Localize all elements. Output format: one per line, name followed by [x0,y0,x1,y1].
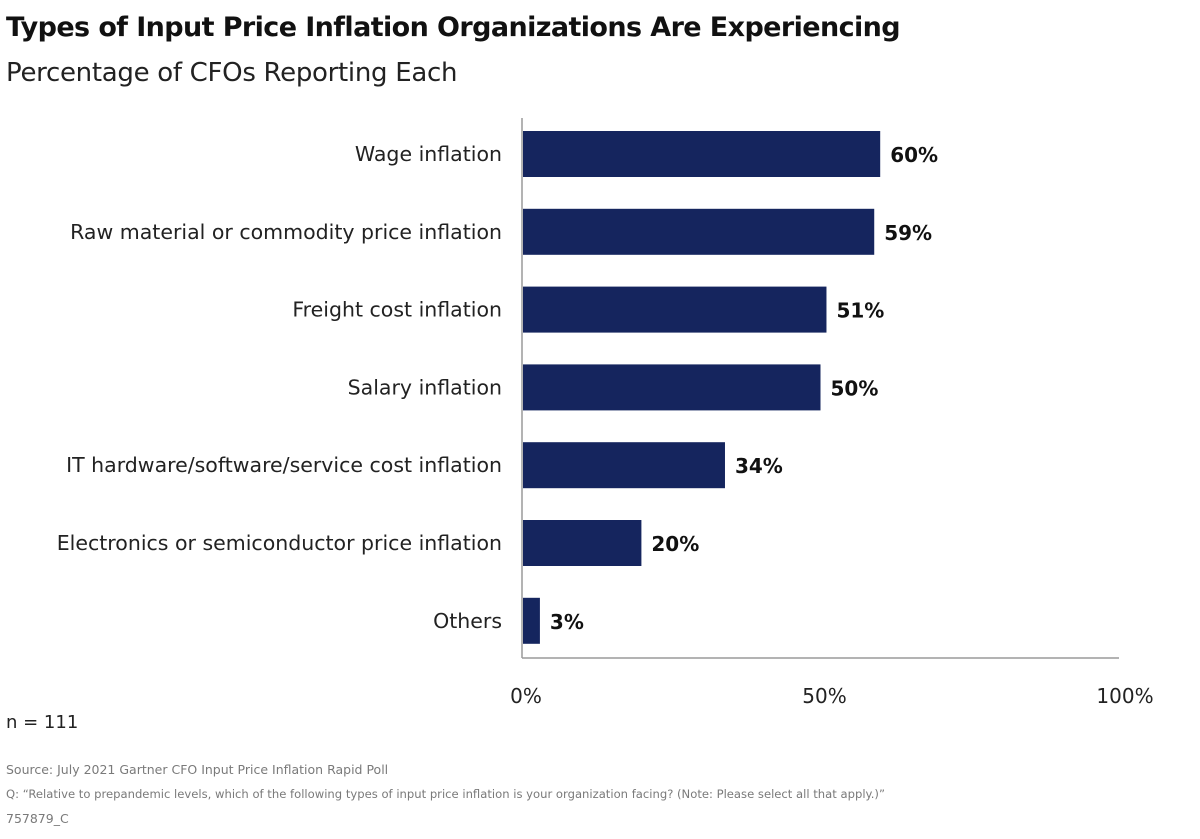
data-label: 60% [890,143,938,167]
bar [523,442,725,489]
category-label: Freight cost inflation [292,298,502,322]
chart-subtitle: Percentage of CFOs Reporting Each [6,58,458,88]
category-label: Raw material or commodity price inflatio… [70,220,502,244]
question-note: Q: “Relative to prepandemic levels, whic… [6,787,885,801]
bar [523,131,881,177]
data-label: 3% [550,610,584,634]
category-label: Others [433,609,502,633]
category-label: IT hardware/software/service cost inflat… [66,453,502,477]
data-label: 34% [735,454,783,478]
bar [523,597,540,644]
bar [523,520,642,566]
data-label: 50% [831,376,879,400]
chart-title: Types of Input Price Inflation Organizat… [6,12,901,43]
x-tick-label: 0% [510,684,542,708]
data-label: 20% [651,532,699,556]
data-label: 59% [884,221,932,245]
category-label: Salary inflation [348,375,502,399]
data-label: 51% [836,299,884,323]
bar [523,208,875,255]
x-tick-label: 100% [1096,684,1153,708]
bar [523,286,827,333]
bar [523,364,821,411]
sample-size-note: n = 111 [6,712,79,733]
x-tick-label: 50% [802,684,846,708]
source-note: Source: July 2021 Gartner CFO Input Pric… [6,762,389,777]
figure-code: 757879_C [6,811,69,826]
category-label: Electronics or semiconductor price infla… [57,531,502,555]
category-label: Wage inflation [355,142,502,166]
